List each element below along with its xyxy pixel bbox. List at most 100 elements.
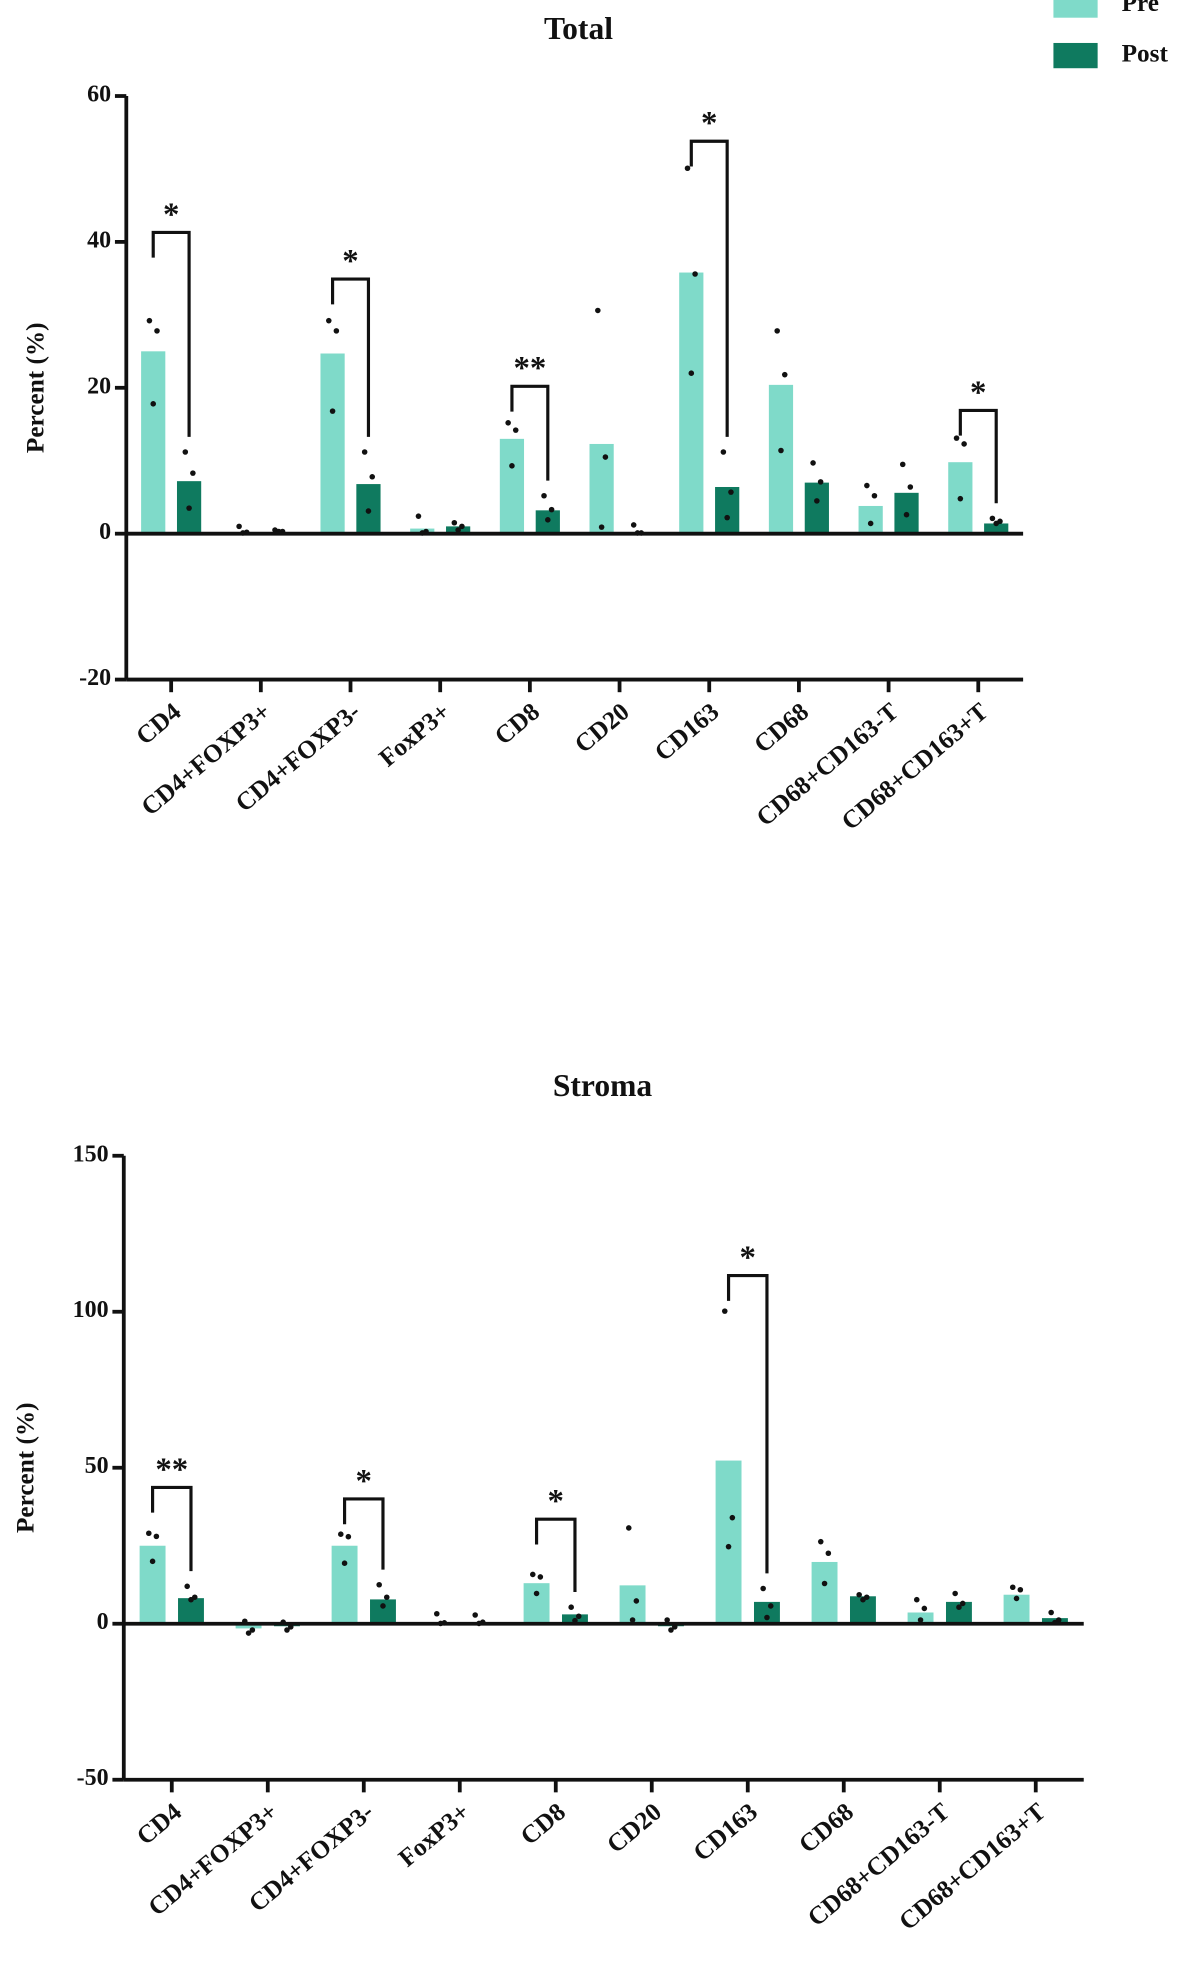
data-point xyxy=(512,427,519,433)
data-point xyxy=(867,520,874,527)
significance-label: * xyxy=(342,243,358,279)
data-point xyxy=(533,1590,540,1597)
data-point xyxy=(864,482,870,489)
data-point xyxy=(146,317,153,324)
data-point xyxy=(728,489,734,495)
data-point xyxy=(764,1614,770,1621)
data-point xyxy=(146,1530,152,1537)
data-point xyxy=(781,371,788,378)
significance-bracket xyxy=(510,384,550,481)
y-tick-label: 40 xyxy=(87,227,111,253)
y-tick-label: 0 xyxy=(97,1609,109,1635)
significance-label: * xyxy=(548,1484,564,1520)
data-point xyxy=(598,524,605,530)
bar xyxy=(235,1623,262,1629)
data-point xyxy=(767,1603,774,1609)
bar xyxy=(370,1599,396,1624)
data-point xyxy=(903,511,910,518)
y-tick-label: 100 xyxy=(73,1297,109,1323)
significance-bracket xyxy=(958,408,998,504)
significance-bracket xyxy=(534,1517,577,1593)
data-point xyxy=(149,1558,156,1565)
significance-bracket xyxy=(151,1485,193,1572)
significance-label: * xyxy=(740,1240,756,1276)
data-point xyxy=(959,1600,966,1607)
data-point xyxy=(182,449,189,455)
data-point xyxy=(154,328,160,334)
x-tick-label: CD163 xyxy=(649,697,724,766)
significance-label: * xyxy=(356,1463,372,1499)
data-point xyxy=(625,1525,632,1531)
y-axis-label: Percent (%) xyxy=(12,1402,40,1533)
y-tick-label: 150 xyxy=(73,1141,109,1167)
data-point xyxy=(814,498,820,504)
data-point xyxy=(376,1581,382,1588)
data-point xyxy=(380,1603,386,1609)
data-point xyxy=(545,517,551,523)
bar xyxy=(141,351,166,534)
data-point xyxy=(472,1612,478,1618)
legend-label: Pre xyxy=(1122,0,1159,17)
x-tick-label: CD8 xyxy=(489,697,545,750)
data-point xyxy=(760,1585,766,1592)
significance-bracket xyxy=(151,230,191,437)
data-point xyxy=(184,1583,190,1590)
data-point xyxy=(190,470,196,476)
bar xyxy=(331,1545,358,1624)
bar xyxy=(523,1583,550,1624)
data-point xyxy=(720,449,727,455)
data-point xyxy=(188,1596,194,1603)
data-point xyxy=(415,513,422,519)
significance-label: ** xyxy=(155,1452,188,1488)
data-point xyxy=(993,520,999,527)
bar xyxy=(715,1460,742,1624)
data-point xyxy=(952,1590,958,1597)
x-tick-label: FoxP3+ xyxy=(374,697,456,772)
y-tick-label: 50 xyxy=(85,1453,109,1479)
y-tick-label: -50 xyxy=(77,1765,109,1791)
data-point xyxy=(810,460,816,466)
data-point xyxy=(455,527,461,533)
bar xyxy=(589,443,614,534)
data-point xyxy=(630,522,637,528)
data-point xyxy=(989,515,996,522)
bar xyxy=(811,1561,838,1624)
data-point xyxy=(961,441,967,447)
data-point xyxy=(899,461,906,468)
data-point xyxy=(817,479,824,485)
data-point xyxy=(153,1533,160,1540)
data-point xyxy=(956,1604,962,1610)
x-tick-label: CD20 xyxy=(602,1798,667,1859)
x-tick-label: FoxP3+ xyxy=(393,1798,475,1873)
data-point xyxy=(825,1550,832,1557)
data-point xyxy=(907,484,914,490)
data-point xyxy=(529,1571,536,1578)
bar xyxy=(499,438,525,534)
x-tick-label: CD4 xyxy=(131,1797,187,1850)
data-point xyxy=(1013,1595,1020,1602)
data-point xyxy=(383,1594,390,1600)
bar xyxy=(320,353,345,534)
data-point xyxy=(821,1580,828,1587)
data-point xyxy=(345,1533,352,1540)
chart-title: Total xyxy=(544,11,613,46)
data-point xyxy=(575,1613,582,1620)
bar xyxy=(804,482,829,534)
data-point xyxy=(957,495,964,502)
data-point xyxy=(505,420,511,426)
data-point xyxy=(150,401,156,407)
x-tick-label: CD68 xyxy=(794,1798,859,1859)
x-tick-label: CD8 xyxy=(515,1798,571,1851)
data-point xyxy=(338,1531,344,1537)
data-point xyxy=(236,523,242,530)
data-point xyxy=(329,408,336,414)
data-point xyxy=(568,1604,574,1610)
data-point xyxy=(664,1617,670,1623)
data-point xyxy=(774,328,780,334)
y-axis-label: Percent (%) xyxy=(22,322,50,453)
data-point xyxy=(629,1617,636,1623)
data-point xyxy=(186,505,192,511)
bar xyxy=(715,486,740,534)
data-point xyxy=(953,435,960,441)
